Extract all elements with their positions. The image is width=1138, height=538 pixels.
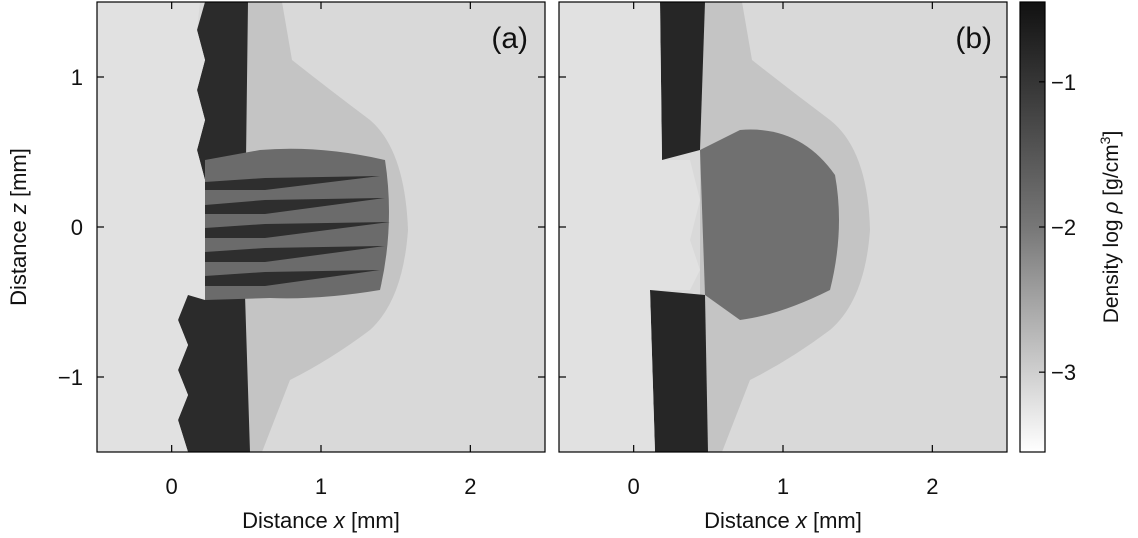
panel-b-x-axis-label: Distance x [mm] xyxy=(704,508,862,533)
panel-a-spikes xyxy=(205,176,390,286)
panel-a-x-tick-label: 2 xyxy=(464,474,476,499)
panel-b-label: (b) xyxy=(955,22,992,55)
panel-b-x-tick-label: 0 xyxy=(628,474,640,499)
panel-b-dense-slab xyxy=(660,2,705,160)
panel-b: (b) 0 1 2 Distance x [mm] xyxy=(558,1,1008,533)
panel-b-x-tick-label: 2 xyxy=(926,474,938,499)
panel-a-x-tick-label: 0 xyxy=(166,474,178,499)
panel-a-label: (a) xyxy=(491,22,528,55)
panel-a: (a) 0 1 2 1 0 −1 Distance x [mm] Distance z … xyxy=(6,1,546,533)
colorbar-label: Density log ρ [g/cm3] xyxy=(1097,131,1123,324)
panel-a-y-tick-label: −1 xyxy=(58,365,83,390)
panel-a-density-map xyxy=(97,2,545,452)
panel-a-y-ticks: 1 0 −1 xyxy=(58,65,545,390)
panel-a-x-axis-label: Distance x [mm] xyxy=(242,508,400,533)
panel-a-left-void xyxy=(97,2,205,452)
panel-a-y-tick-label: 0 xyxy=(71,215,83,240)
panel-a-x-ticks: 0 1 2 xyxy=(166,2,476,499)
panel-a-x-tick-label: 1 xyxy=(315,474,327,499)
panel-b-bubble-interior xyxy=(700,129,839,320)
panel-b-x-tick-label: 1 xyxy=(777,474,789,499)
panel-b-x-ticks: 0 1 2 xyxy=(628,2,938,499)
panel-b-density-map xyxy=(559,2,1007,452)
panel-b-left-void xyxy=(559,2,700,452)
panel-b-dense-slab-lower xyxy=(650,290,708,452)
panel-a-y-tick-label: 1 xyxy=(71,65,83,90)
colorbar-tick-label: −2 xyxy=(1051,215,1076,240)
panel-a-y-axis-label: Distance z [mm] xyxy=(6,148,31,306)
panel-a-dense-slab-lower xyxy=(178,295,250,452)
colorbar-ticks: −1 −2 −3 xyxy=(1039,70,1076,385)
colorbar: −1 −2 −3 Density log ρ [g/cm3] xyxy=(1019,1,1123,453)
colorbar-tick-label: −3 xyxy=(1051,360,1076,385)
panel-a-dense-slab xyxy=(197,2,248,180)
colorbar-tick-label: −1 xyxy=(1051,70,1076,95)
panel-b-y-ticks xyxy=(559,76,1007,378)
